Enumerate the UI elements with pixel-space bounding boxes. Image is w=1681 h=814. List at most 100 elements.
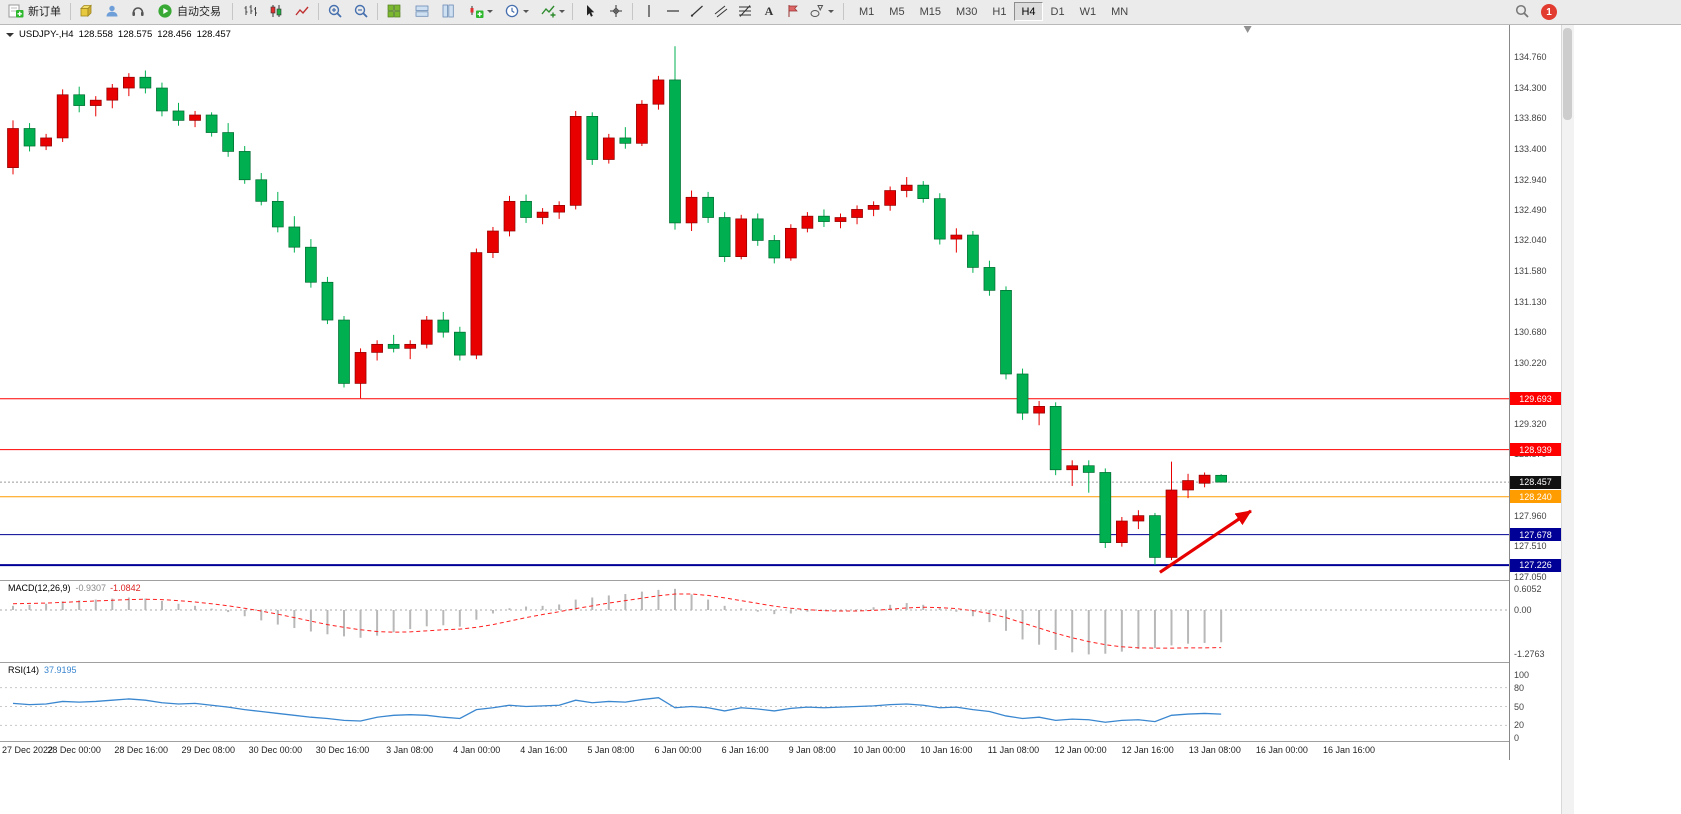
rsi-scale-label: 100: [1514, 670, 1530, 680]
chart-header: USDJPY-,H4 128.558 128.575 128.456 128.4…: [6, 29, 231, 40]
zoom-in-button[interactable]: [323, 1, 347, 21]
candle-bullish: [122, 76, 135, 89]
equidistant-channel-icon: [713, 3, 729, 19]
rsi-panel[interactable]: [0, 663, 1509, 742]
vertical-line-tool-button[interactable]: [637, 1, 661, 21]
candle-bearish: [271, 200, 284, 228]
shapes-tool-button[interactable]: [805, 1, 837, 21]
zoom-out-button[interactable]: [349, 1, 373, 21]
vertical-scrollbar[interactable]: [1561, 24, 1574, 814]
channel-tool-button[interactable]: [709, 1, 733, 21]
toolbar-separator: [572, 3, 573, 20]
trend-arrow-annotation[interactable]: [1159, 509, 1252, 574]
notification-badge[interactable]: 1: [1541, 4, 1557, 20]
time-axis-label: 16 Jan 16:00: [1322, 745, 1376, 755]
candle-bullish: [1198, 474, 1211, 484]
line-chart-button[interactable]: [290, 1, 314, 21]
fibonacci-tool-button[interactable]: [733, 1, 757, 21]
candle-bearish: [321, 281, 334, 321]
arrange-vertical-button[interactable]: [436, 1, 460, 21]
candle-bearish: [718, 217, 731, 257]
price-chart-canvas: [0, 26, 1509, 574]
trendline-tool-button[interactable]: [685, 1, 709, 21]
candle-bullish: [56, 94, 69, 139]
collapse-chart-icon[interactable]: [6, 32, 14, 41]
chart-close-value: 128.457: [196, 29, 231, 40]
tile-grid-icon: [386, 3, 402, 19]
support-headset-button[interactable]: [126, 1, 150, 21]
timeframe-d1[interactable]: D1: [1044, 2, 1072, 21]
time-axis-label: 9 Jan 08:00: [788, 745, 836, 755]
time-axis-label: 28 Dec 16:00: [114, 745, 168, 755]
candle-bearish: [520, 200, 532, 218]
candle-bullish: [735, 218, 748, 257]
horizontal-line-icon: [665, 3, 681, 19]
expert-advisors-button[interactable]: [74, 1, 98, 21]
auto-trading-play-icon: [157, 3, 173, 19]
macd-histogram: [12, 588, 1223, 655]
price-axis-label: 134.760: [1514, 52, 1547, 62]
candle-bearish: [1215, 474, 1228, 483]
timeframe-h1[interactable]: H1: [985, 2, 1013, 21]
candle-bearish: [768, 240, 781, 259]
timeframe-m1[interactable]: M1: [852, 2, 881, 21]
price-axis-label: 132.940: [1514, 174, 1547, 185]
price-axis-label: 132.040: [1514, 235, 1547, 246]
candlestick-chart-button[interactable]: [264, 1, 288, 21]
horizontal-line-tool-button[interactable]: [661, 1, 685, 21]
cursor-button[interactable]: [578, 1, 602, 21]
candle-bullish: [404, 343, 417, 349]
new-chart-button[interactable]: [464, 1, 496, 21]
new-order-button[interactable]: 新订单: [3, 1, 66, 21]
time-axis-label: 6 Jan 00:00: [654, 745, 702, 755]
trendline-icon: [689, 3, 705, 19]
crosshair-button[interactable]: [604, 1, 628, 21]
indicators-button[interactable]: [536, 1, 568, 21]
price-axis-label: 131.580: [1514, 266, 1547, 277]
price-axis-label: 133.860: [1514, 112, 1547, 123]
price-level-badge: 127.678: [1510, 528, 1561, 542]
candle-bullish: [900, 184, 913, 191]
arrange-vertical-icon: [440, 3, 456, 19]
arrange-horizontal-button[interactable]: [410, 1, 434, 21]
candle-bearish: [967, 234, 979, 268]
macd-canvas: [0, 588, 1509, 655]
timeframe-h4[interactable]: H4: [1014, 2, 1043, 21]
bar-chart-button[interactable]: [238, 1, 262, 21]
tile-windows-button[interactable]: [382, 1, 406, 21]
auto-trading-button[interactable]: 自动交易: [152, 1, 226, 21]
chart-shift-marker[interactable]: [1243, 26, 1252, 33]
text-label-tool-button[interactable]: [781, 1, 805, 21]
price-axis: 134.760 134.300 133.860 133.400 132.940 132.4…: [1509, 24, 1562, 760]
text-tool-button[interactable]: A: [757, 1, 781, 21]
timeframe-m30[interactable]: M30: [949, 2, 984, 21]
timeframe-w1[interactable]: W1: [1073, 2, 1104, 21]
scrollbar-thumb[interactable]: [1563, 28, 1572, 120]
candle-bearish: [1149, 515, 1161, 558]
price-axis-label: 130.680: [1514, 327, 1547, 338]
headset-icon: [130, 3, 146, 19]
macd-scale-label: 0.6052: [1514, 583, 1542, 594]
price-level-lines[interactable]: [0, 398, 1509, 567]
chart-symbol-period: USDJPY-,H4: [19, 29, 74, 40]
candle-bullish: [1115, 520, 1128, 543]
clock-icon: [504, 3, 520, 19]
price-chart-panel[interactable]: [0, 24, 1509, 581]
time-axis: 27 Dec 2022 28 Dec 00:00 28 Dec 16:00 29 De…: [0, 742, 1509, 760]
candle-bullish: [834, 217, 847, 222]
toolbar-separator: [70, 3, 71, 20]
timeframe-mn[interactable]: MN: [1104, 2, 1135, 21]
macd-panel[interactable]: [0, 581, 1509, 663]
periods-button[interactable]: [500, 1, 532, 21]
new-order-icon: [8, 3, 24, 19]
timeframe-m5[interactable]: M5: [882, 2, 911, 21]
candle-bearish: [172, 110, 185, 121]
search-button[interactable]: [1510, 1, 1534, 21]
time-axis-label: 6 Jan 16:00: [721, 745, 769, 755]
macd-main-value: -0.9307: [75, 583, 107, 593]
profile-button[interactable]: [100, 1, 124, 21]
timeframe-m15[interactable]: M15: [913, 2, 948, 21]
candle-bullish: [636, 103, 648, 144]
candle-bearish: [619, 137, 632, 144]
